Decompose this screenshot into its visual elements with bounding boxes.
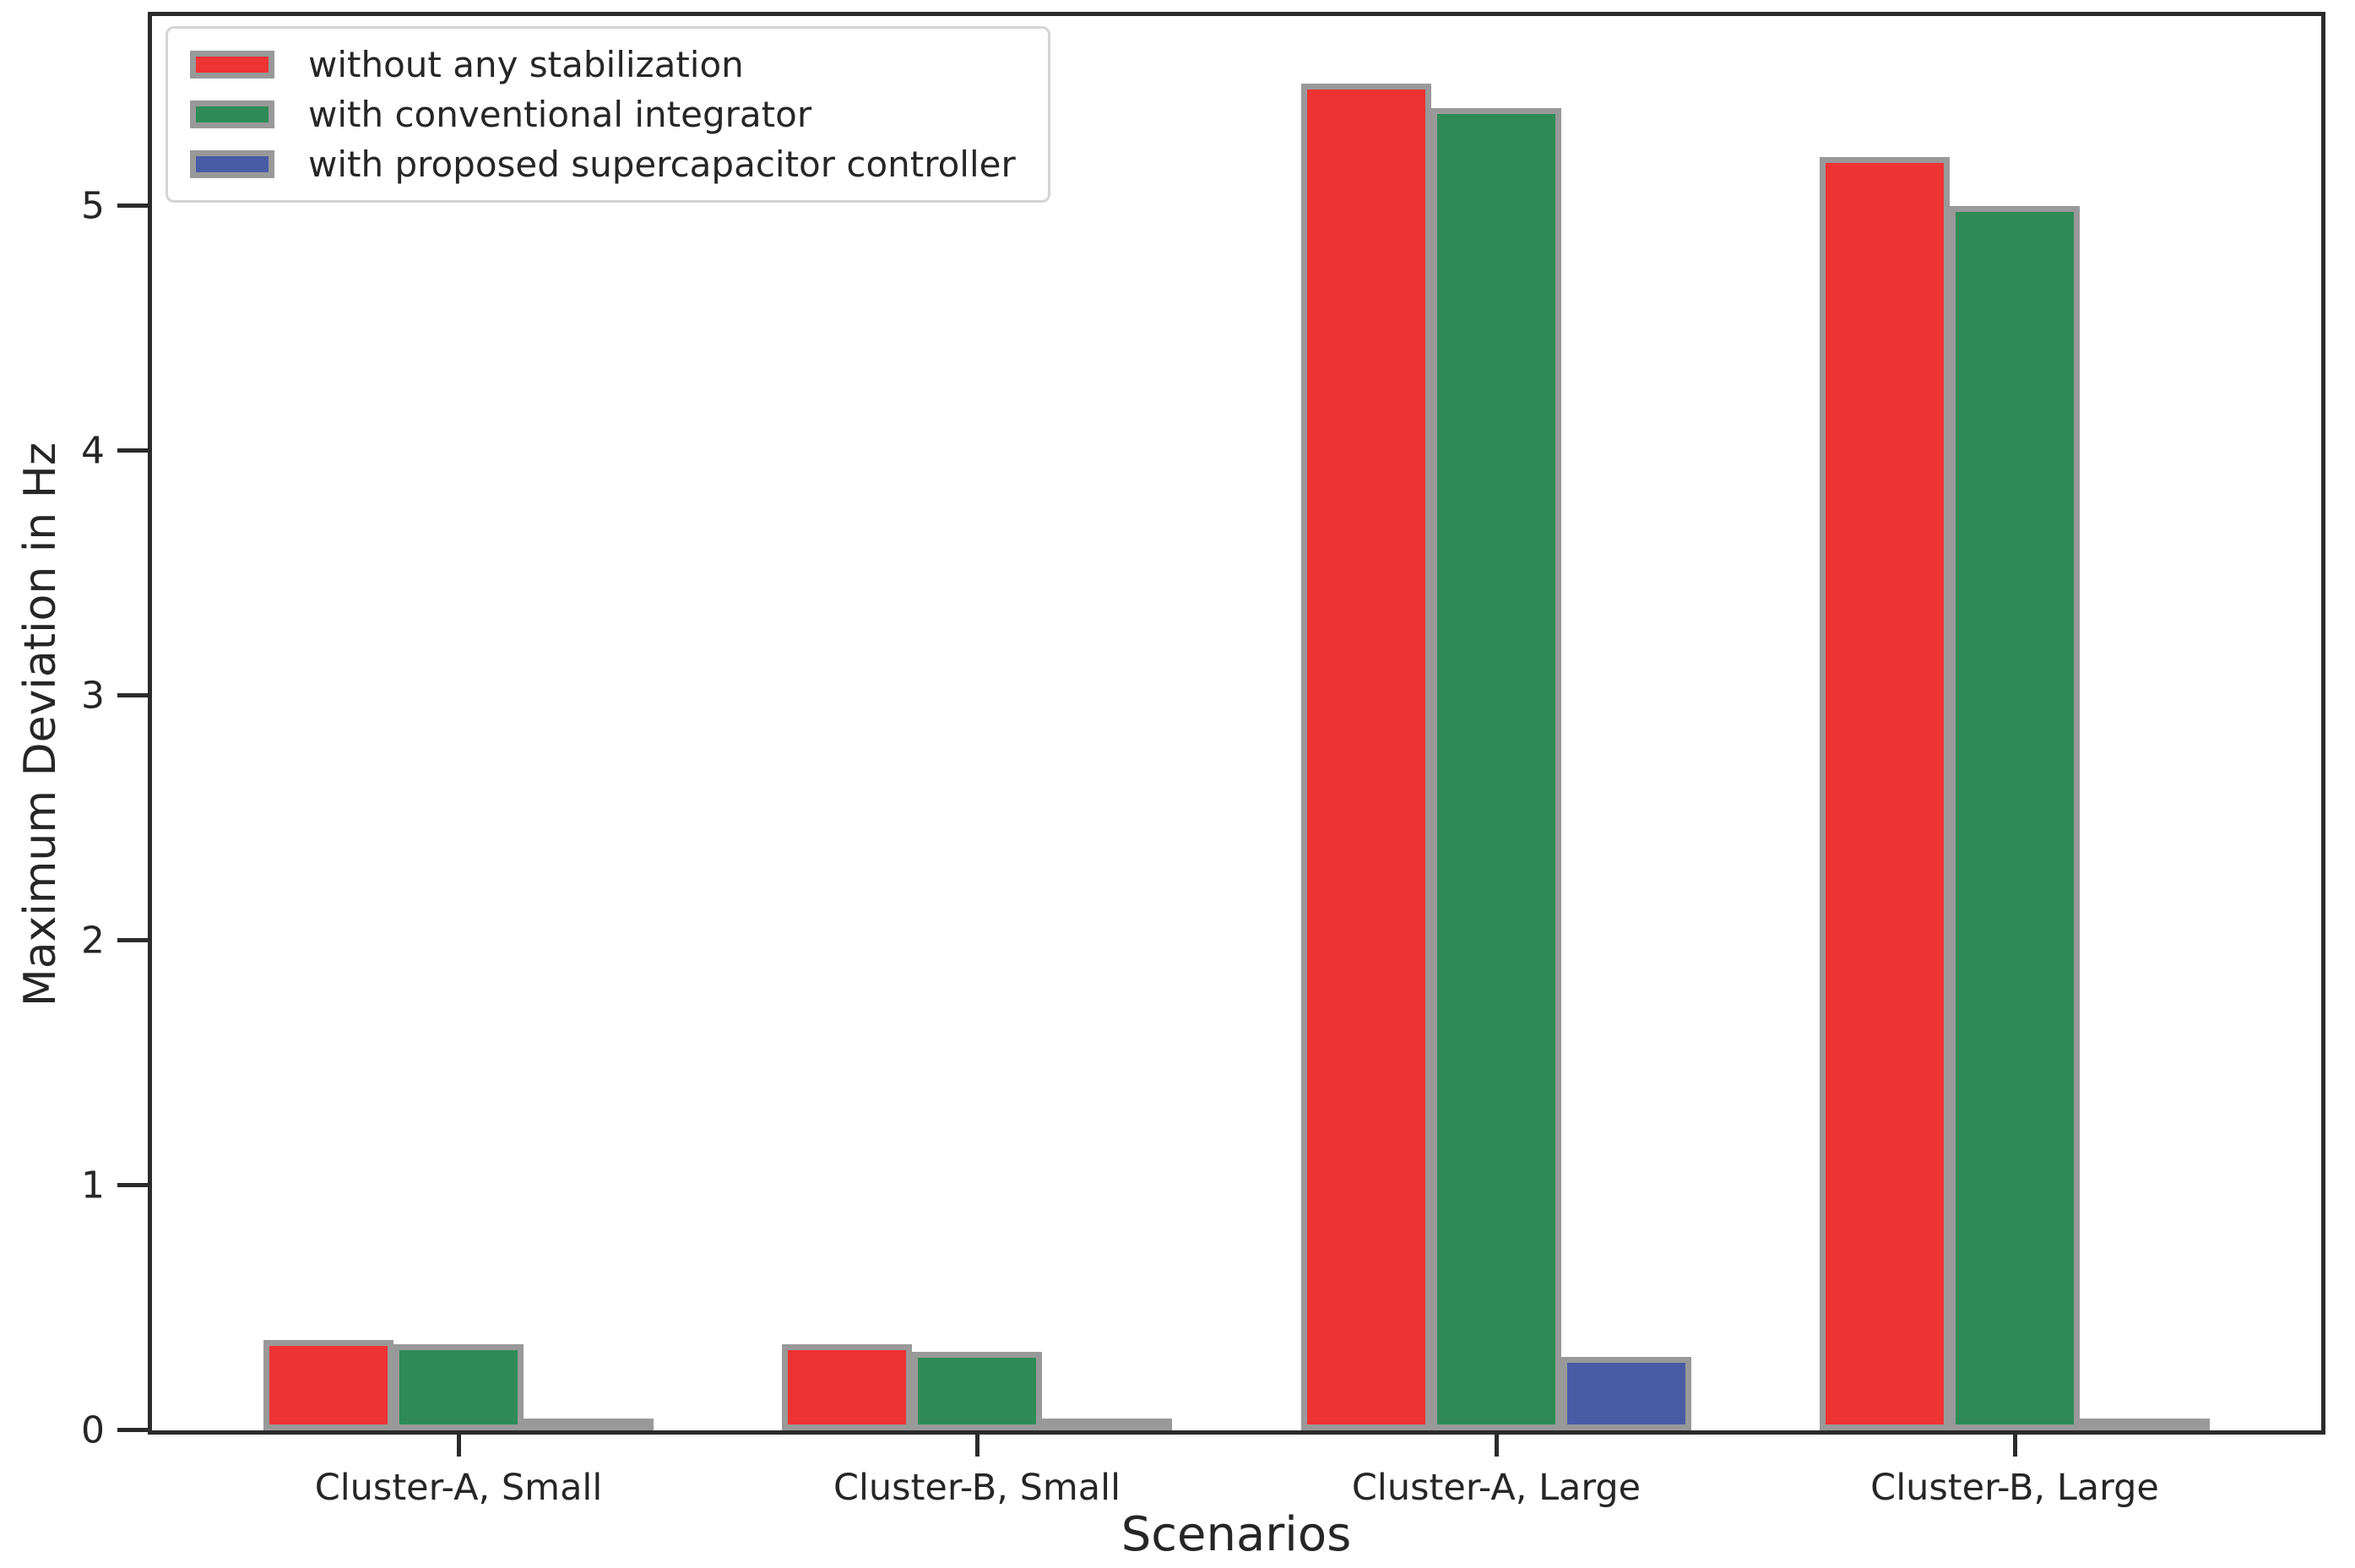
plot-area: without any stabilization with convention… [148, 12, 2325, 1435]
x-tick-label: Cluster-A, Small [314, 1467, 603, 1509]
x-tick-mark [457, 1435, 461, 1457]
y-tick-label: 4 [81, 429, 105, 473]
bar-cluster-a-large-s1 [1431, 108, 1561, 1430]
legend-label: with conventional integrator [308, 94, 812, 135]
legend: without any stabilization with convention… [166, 26, 1050, 203]
y-tick-label: 3 [81, 674, 105, 718]
y-tick-mark [117, 693, 148, 697]
y-tick-label: 5 [81, 184, 105, 228]
y-tick-mark [117, 448, 148, 453]
bar-cluster-a-small-s2 [524, 1419, 654, 1430]
x-tick-mark [2013, 1435, 2017, 1457]
x-axis-label: Scenarios [1121, 1507, 1352, 1562]
bar-cluster-a-large-s0 [1301, 84, 1431, 1430]
x-tick-mark [975, 1435, 979, 1457]
legend-swatch [190, 100, 274, 128]
legend-swatch [190, 150, 274, 178]
legend-item: without any stabilization [190, 44, 1016, 85]
y-tick-label: 0 [81, 1408, 105, 1452]
bar-cluster-b-large-s2 [2080, 1419, 2210, 1430]
bar-cluster-b-large-s0 [1820, 157, 1950, 1430]
bar-cluster-a-large-s2 [1561, 1357, 1691, 1430]
y-tick-mark [117, 1428, 148, 1432]
bar-cluster-b-small-s2 [1042, 1419, 1172, 1430]
y-tick-mark [117, 1183, 148, 1187]
legend-item: with conventional integrator [190, 94, 1016, 135]
legend-swatch [190, 51, 274, 79]
bar-cluster-b-large-s1 [1950, 206, 2080, 1430]
x-tick-mark [1495, 1435, 1499, 1457]
x-tick-label: Cluster-B, Large [1870, 1467, 2159, 1509]
legend-item: with proposed supercapacitor controller [190, 144, 1016, 185]
y-tick-label: 1 [81, 1164, 105, 1207]
bar-cluster-b-small-s0 [782, 1344, 912, 1430]
x-tick-label: Cluster-B, Small [833, 1467, 1121, 1509]
y-axis-label: Maximum Deviation in Hz [15, 442, 66, 1007]
y-tick-mark [117, 203, 148, 208]
x-tick-label: Cluster-A, Large [1351, 1467, 1641, 1509]
y-tick-mark [117, 938, 148, 942]
legend-label: with proposed supercapacitor controller [308, 144, 1016, 185]
bar-cluster-b-small-s1 [912, 1352, 1042, 1430]
legend-label: without any stabilization [308, 44, 744, 85]
bar-cluster-a-small-s0 [263, 1340, 393, 1430]
y-tick-label: 2 [81, 919, 105, 963]
bar-cluster-a-small-s1 [393, 1344, 524, 1430]
